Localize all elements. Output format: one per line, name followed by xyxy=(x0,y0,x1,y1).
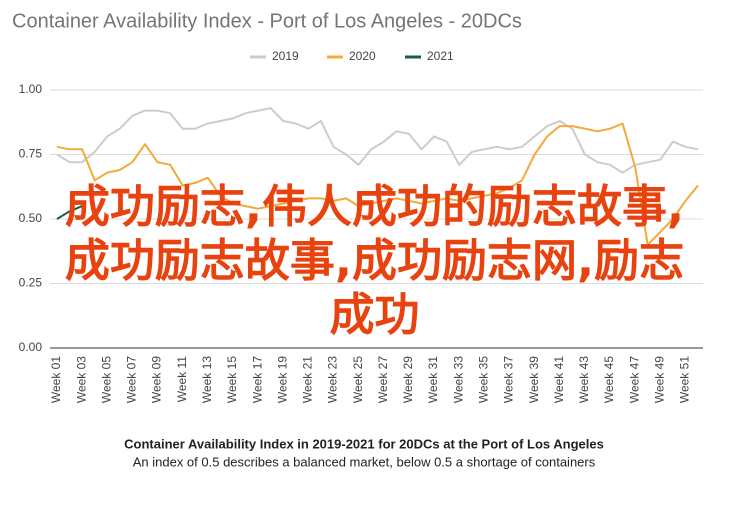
legend-label: 2021 xyxy=(427,49,454,63)
series-line xyxy=(56,122,699,246)
x-tick-label: Week 01 xyxy=(49,356,63,403)
x-tick-label: Week 29 xyxy=(401,356,415,403)
x-tick-label: Week 31 xyxy=(426,356,440,403)
x-tick-label: Week 25 xyxy=(351,356,365,403)
x-tick-label: Week 45 xyxy=(602,356,616,403)
series-line xyxy=(56,107,699,174)
x-tick-label: Week 33 xyxy=(451,356,465,403)
x-tick-label: Week 41 xyxy=(552,356,566,403)
x-tick-label: Week 47 xyxy=(627,356,641,403)
y-tick-label: 0.75 xyxy=(19,147,43,161)
legend-label: 2020 xyxy=(349,49,376,63)
x-tick-label: Week 49 xyxy=(652,356,666,403)
y-tick-label: 0.00 xyxy=(19,340,43,354)
subcaption: An index of 0.5 describes a balanced mar… xyxy=(133,454,596,469)
x-tick-label: Week 03 xyxy=(74,356,88,403)
x-tick-label: Week 11 xyxy=(175,356,189,403)
overlay-text: 成功励志,伟人成功的励志故事, 成功励志故事,成功励志网,励志 成功 xyxy=(0,180,749,342)
overlay-line: 成功 xyxy=(329,288,420,341)
legend-label: 2019 xyxy=(272,49,299,63)
x-tick-label: Week 13 xyxy=(200,356,214,403)
x-tick-label: Week 19 xyxy=(275,356,289,403)
x-tick-label: Week 23 xyxy=(326,356,340,403)
y-tick-label: 1.00 xyxy=(19,82,43,96)
x-tick-label: Week 39 xyxy=(527,356,541,403)
x-tick-label: Week 35 xyxy=(477,356,491,403)
x-tick-label: Week 17 xyxy=(250,356,264,403)
chart-title: Container Availability Index - Port of L… xyxy=(12,10,522,32)
x-tick-label: Week 05 xyxy=(99,356,113,403)
x-tick-label: Week 51 xyxy=(678,356,692,403)
x-tick-label: Week 37 xyxy=(502,356,516,403)
x-tick-label: Week 43 xyxy=(577,356,591,403)
series-line xyxy=(56,205,83,220)
x-tick-label: Week 07 xyxy=(125,356,139,403)
overlay-line: 成功励志故事,成功励志网,励志 xyxy=(64,234,685,287)
x-tick-label: Week 21 xyxy=(301,356,315,403)
y-tick-label: 0.25 xyxy=(19,276,43,290)
overlay-line: 成功励志,伟人成功的励志故事, xyxy=(64,180,685,233)
x-tick-label: Week 09 xyxy=(150,356,164,403)
y-tick-label: 0.50 xyxy=(19,211,43,225)
x-tick-label: Week 27 xyxy=(376,356,390,403)
caption: Container Availability Index in 2019-202… xyxy=(124,436,604,451)
x-tick-label: Week 15 xyxy=(225,356,239,403)
